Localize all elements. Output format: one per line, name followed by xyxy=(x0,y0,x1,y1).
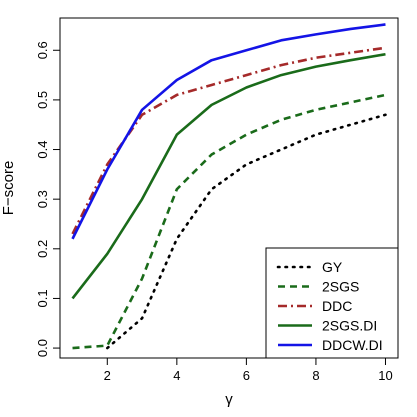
series-line-gy xyxy=(105,113,387,350)
legend-label: GY xyxy=(322,259,343,275)
legend-label: DDC xyxy=(322,298,352,314)
series-line-2sgs-di xyxy=(71,52,386,300)
y-tick-label: 0.0 xyxy=(35,339,50,357)
series-line-ddcw-di xyxy=(71,23,386,240)
y-tick-label: 0.2 xyxy=(35,240,50,258)
series-layer xyxy=(71,23,387,350)
y-axis: 0.0 0.1 0.2 0.3 0.4 0.5 0.6 xyxy=(35,41,60,357)
y-tick-label: 0.4 xyxy=(35,140,50,158)
legend-label: DDCW.DI xyxy=(322,337,383,353)
legend-label: 2SGS xyxy=(322,279,359,295)
y-tick-label: 0.6 xyxy=(35,41,50,59)
x-tick-label: 4 xyxy=(173,368,180,383)
y-tick-label: 0.3 xyxy=(35,190,50,208)
y-tick-label: 0.5 xyxy=(35,91,50,109)
x-tick-label: 6 xyxy=(243,368,250,383)
x-axis-label: γ xyxy=(225,391,233,408)
plot-frame xyxy=(59,17,399,359)
x-axis: 2 4 6 8 10 xyxy=(104,358,393,383)
y-tick-label: 0.1 xyxy=(35,289,50,307)
x-tick-label: 2 xyxy=(104,368,111,383)
x-tick-label: 8 xyxy=(312,368,319,383)
legend-label: 2SGS.DI xyxy=(322,318,377,334)
x-tick-label: 10 xyxy=(378,368,392,383)
series-line-ddc xyxy=(71,46,386,235)
series-line-2sgs xyxy=(72,93,386,350)
legend: GY 2SGS DDC 2SGS.DI DDCW.DI xyxy=(265,247,399,359)
y-axis-label: F−score xyxy=(0,161,17,216)
